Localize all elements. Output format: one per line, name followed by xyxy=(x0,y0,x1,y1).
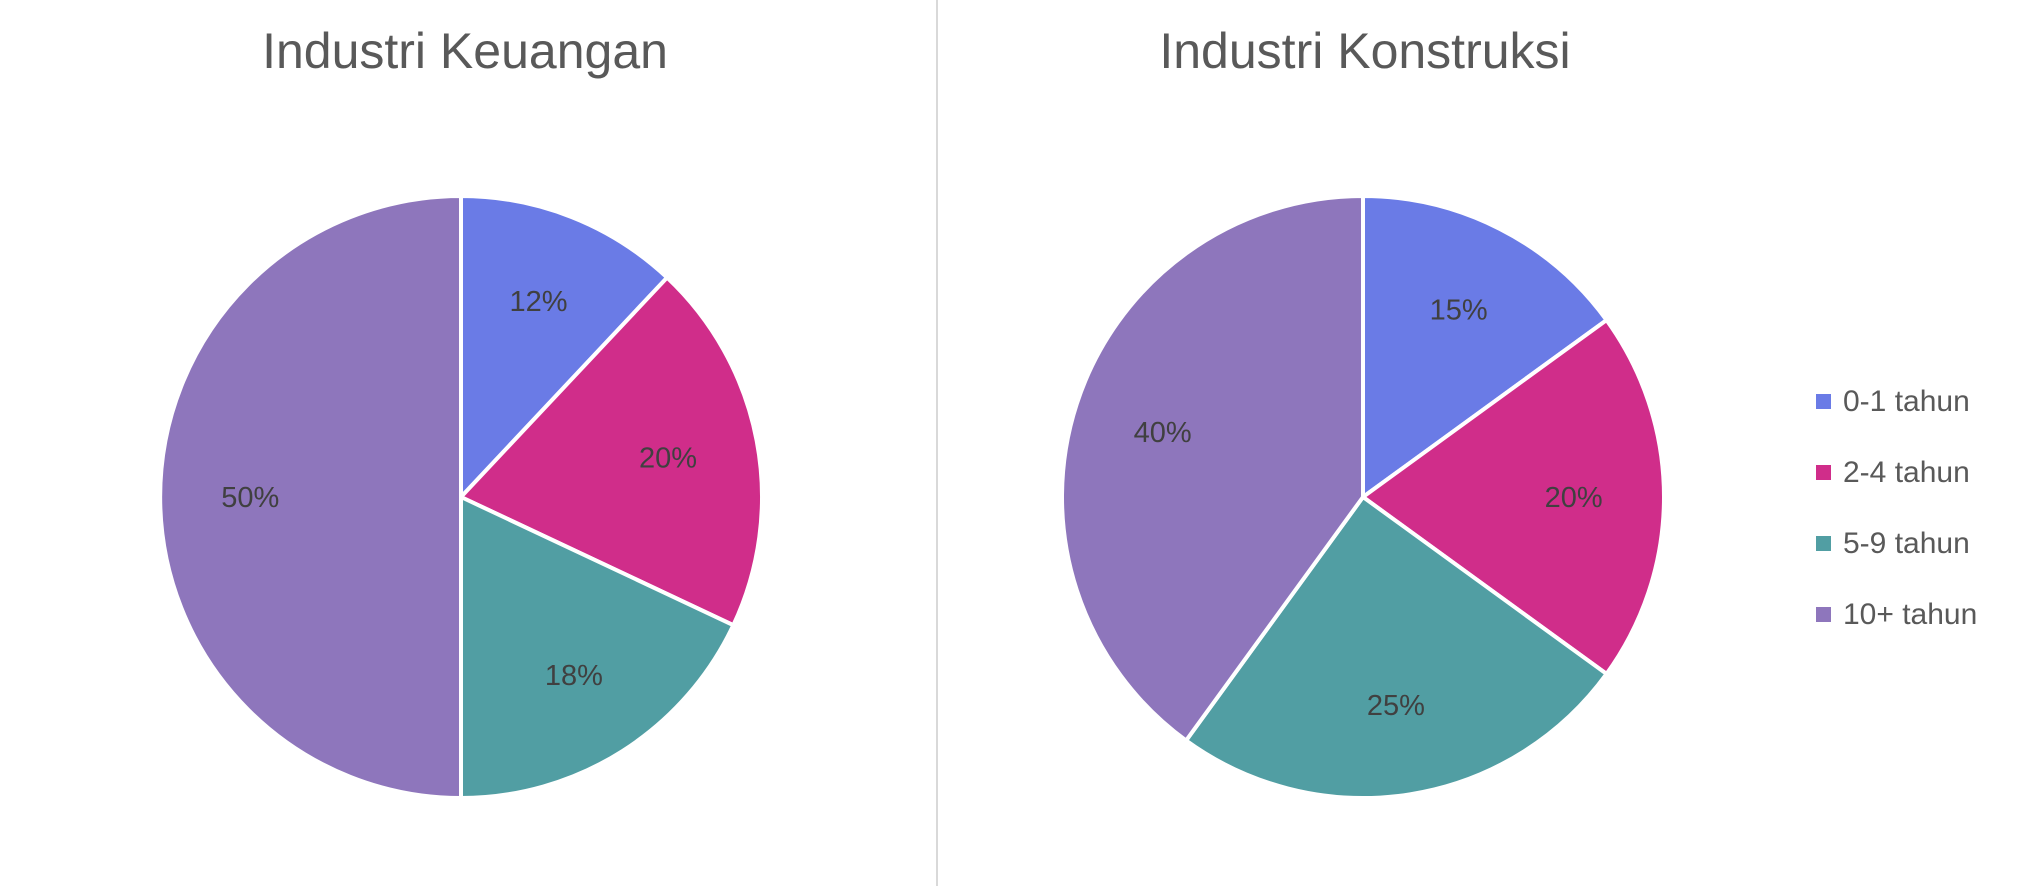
chart-title-keuangan: Industri Keuangan xyxy=(262,23,668,79)
legend-item: 5-9 tahun xyxy=(1816,508,1977,579)
legend-item: 2-4 tahun xyxy=(1816,437,1977,508)
pie-slice-0-1-tahun xyxy=(1361,194,1609,499)
legend-label: 0-1 tahun xyxy=(1843,384,1970,418)
legend-swatch xyxy=(1816,536,1831,551)
legend-swatch xyxy=(1816,607,1831,622)
legend-label: 2-4 tahun xyxy=(1843,455,1970,489)
data-label: 15% xyxy=(1430,294,1488,326)
pie-slice-5-9-tahun xyxy=(459,495,736,800)
pie-slice-10-tahun xyxy=(1060,194,1365,743)
pie-slice-2-4-tahun xyxy=(1361,318,1666,676)
legend-item: 0-1 tahun xyxy=(1816,366,1977,437)
data-label: 20% xyxy=(639,443,697,475)
data-label: 50% xyxy=(221,482,279,514)
pie-slice-0-1-tahun xyxy=(459,194,670,499)
pie-slice-10-tahun xyxy=(158,194,463,800)
legend-label: 5-9 tahun xyxy=(1843,526,1970,560)
data-label: 12% xyxy=(510,286,568,318)
chart-title-konstruksi: Industri Konstruksi xyxy=(1159,23,1571,79)
divider xyxy=(936,0,938,886)
data-label: 25% xyxy=(1367,690,1425,722)
legend-item: 10+ tahun xyxy=(1816,579,1977,650)
data-label: 18% xyxy=(545,660,603,692)
pie-slice-2-4-tahun xyxy=(459,275,764,628)
data-label: 40% xyxy=(1134,417,1192,449)
legend: 0-1 tahun 2-4 tahun 5-9 tahun 10+ tahun xyxy=(1816,366,1977,650)
legend-label: 10+ tahun xyxy=(1843,597,1978,631)
pie-slice-5-9-tahun xyxy=(1184,495,1609,800)
legend-swatch xyxy=(1816,394,1831,409)
data-label: 20% xyxy=(1545,482,1603,514)
legend-swatch xyxy=(1816,465,1831,480)
